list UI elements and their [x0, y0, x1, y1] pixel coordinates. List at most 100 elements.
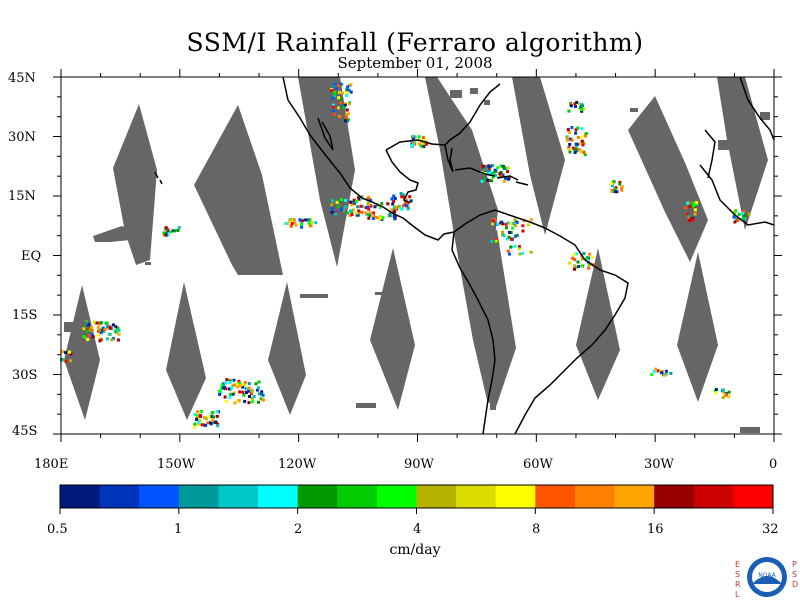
no-data-bit-4 [450, 90, 462, 98]
rain-pixel [579, 150, 583, 154]
rain-pixel [413, 135, 417, 139]
rain-pixel [333, 94, 336, 98]
rain-pixel [580, 264, 584, 268]
colorbar-swatch-8 [376, 485, 417, 508]
rain-pixel [486, 169, 490, 173]
swath-gap-9 [64, 285, 100, 420]
coastline-5 [454, 167, 529, 186]
rain-pixel [340, 208, 344, 212]
rain-pixel [331, 96, 335, 100]
rain-pixel [620, 188, 624, 192]
chart-title: SSM/I Rainfall (Ferraro algorithm) [186, 28, 644, 57]
rain-pixel [582, 141, 586, 145]
rain-pixel [390, 208, 394, 212]
rain-pixel [233, 401, 237, 405]
rain-pixel [355, 213, 359, 217]
rain-pixel [569, 104, 573, 108]
rain-pixel [357, 196, 360, 200]
rain-pixel [493, 168, 497, 172]
rain-pixel [486, 178, 490, 182]
rain-pixel [408, 195, 412, 199]
rain-pixel [399, 207, 403, 211]
rain-pixel [300, 222, 303, 226]
rain-pixel [508, 252, 511, 256]
rain-pixel [609, 181, 613, 185]
no-data-bit-14 [490, 404, 496, 410]
rain-pixel [248, 395, 251, 398]
rain-pixel [356, 205, 360, 209]
rain-pixel [177, 226, 181, 230]
rain-pixel [254, 382, 258, 386]
rain-pixel [225, 378, 229, 382]
rain-pixel [348, 102, 351, 106]
rain-pixel [247, 382, 251, 385]
rain-pixel [349, 83, 353, 87]
rain-pixel [660, 371, 664, 375]
lat-label-30n: 30N [8, 130, 36, 145]
rain-pixel [386, 202, 390, 206]
rain-pixel [195, 417, 199, 421]
rain-pixel [379, 215, 383, 219]
rain-pixel [615, 190, 619, 194]
swath-gap-2 [194, 105, 283, 275]
rain-pixel [241, 385, 245, 389]
colorbar-swatch-15 [654, 485, 695, 508]
rain-pixel [331, 103, 335, 107]
rain-pixel [494, 173, 498, 177]
rain-pixel [260, 390, 264, 394]
rain-pixel [162, 231, 166, 235]
rain-pixel [509, 245, 513, 249]
rain-pixel [393, 214, 396, 218]
rain-pixel [741, 216, 745, 220]
rain-pixel [337, 96, 341, 100]
rain-pixel [574, 105, 577, 108]
rain-pixel [588, 252, 592, 256]
rain-pixel [345, 94, 349, 97]
rain-pixel [350, 213, 354, 217]
rain-pixel [82, 327, 86, 331]
rain-pixel [417, 142, 421, 146]
rain-pixel [349, 90, 353, 94]
rain-pixel [570, 126, 574, 129]
rain-pixel [695, 201, 699, 204]
rain-pixel [309, 224, 313, 228]
rain-pixel [341, 105, 345, 109]
rain-pixel [567, 147, 571, 151]
lon-label-180e: 180E [34, 457, 69, 472]
rain-pixel [721, 388, 725, 392]
rain-pixel [332, 92, 336, 96]
rain-pixel [693, 212, 697, 216]
rain-pixel [210, 415, 214, 419]
rain-pixel [116, 338, 120, 342]
colorbar-label-3: 4 [413, 522, 422, 537]
rain-pixel [164, 233, 168, 237]
rain-pixel [336, 204, 340, 208]
rain-pixel [575, 100, 579, 104]
rain-pixel [513, 218, 517, 222]
rain-pixel [502, 166, 506, 170]
rain-pixel [612, 180, 616, 184]
rain-pixel [721, 396, 725, 399]
rain-pixel [232, 378, 236, 382]
rain-pixel [691, 201, 695, 205]
rain-pixel [87, 334, 91, 338]
rain-pixel [360, 210, 364, 214]
rain-pixel [213, 420, 217, 424]
rain-pixel [211, 411, 215, 415]
rain-pixel [304, 218, 308, 222]
rain-pixel [693, 208, 697, 212]
rain-pixel [330, 89, 334, 93]
rain-pixel [529, 250, 533, 254]
rain-pixel [114, 325, 118, 329]
rain-pixel [582, 150, 586, 154]
rain-pixel [331, 207, 335, 211]
rain-pixel [613, 187, 617, 191]
rain-pixel [334, 212, 337, 216]
no-data-bit-9 [718, 140, 730, 150]
rain-pixel [284, 222, 288, 225]
rain-pixel [491, 175, 495, 179]
rain-pixel [576, 136, 580, 139]
colorbar-label-4: 8 [532, 522, 541, 537]
colorbar-label-0: 0.5 [47, 522, 68, 537]
rain-pixel [714, 388, 718, 391]
